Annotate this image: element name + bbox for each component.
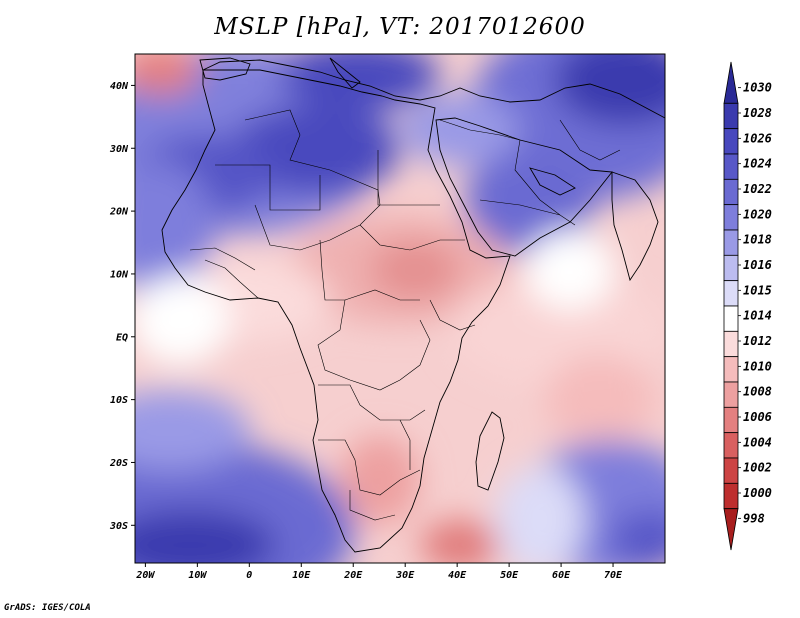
lon-tick-label: 70E [604,570,623,581]
colorbar-bottom-triangle [723,508,739,551]
lat-tick-label: 20N [109,207,129,218]
map-frame [134,53,666,564]
italy [329,57,361,89]
lat-tick-label: 10S [110,395,128,406]
colorbar-segment [723,153,739,180]
colorbar-label: 1024 [743,157,772,171]
colorbar-top-triangle [723,61,739,104]
lat-tick-label: 20S [109,458,128,469]
india-coastline [611,171,659,282]
colorbar-segment [723,356,739,383]
country-borders [189,109,621,521]
colorbar-label: 1010 [743,359,772,373]
colorbar-segment [723,128,739,155]
colorbar: 1030 1028 1026 1024 1022 1020 1018 1016 1015 1014… [723,61,772,551]
latitude-axis: 40N 30N 20N 10N EQ 10S 20S 30S [109,81,135,532]
lon-tick-label: 30E [395,570,415,581]
colorbar-label: 1015 [743,283,772,297]
colorbar-segment [723,229,739,256]
colorbar-segment [723,381,739,408]
lon-tick-label: 10W [188,570,207,581]
africa-coastline [161,69,511,553]
colorbar-label: 1030 [743,81,772,95]
colorbar-label: 1006 [743,410,772,424]
grads-credit: GrADS: IGES/COLA [4,603,91,613]
colorbar-segment [723,102,739,130]
colorbar-label: 1014 [743,309,772,323]
colorbar-segment [723,406,739,434]
pressure-field [135,54,665,563]
lon-tick-label: 50E [500,570,519,581]
lat-tick-label: EQ [116,332,128,343]
iberia [199,57,251,81]
colorbar-label: 1012 [743,334,772,348]
colorbar-label: 998 [743,511,765,525]
colorbar-segment [723,178,739,206]
lat-tick-label: 10N [110,269,129,280]
lon-tick-label: 60E [552,570,571,581]
lon-tick-label: 0 [246,570,252,581]
colorbar-label: 1026 [743,131,772,145]
lon-tick-label: 40E [448,570,467,581]
lat-tick-label: 30S [109,521,128,532]
colorbar-segment [723,432,739,459]
colorbar-segment [723,457,739,484]
lat-tick-label: 40N [110,81,129,92]
colorbar-label: 1020 [743,207,772,221]
colorbar-label: 1028 [743,106,772,120]
colorbar-label: 1000 [743,486,772,500]
lat-tick-label: 30N [109,144,129,155]
colorbar-label: 1016 [743,258,772,272]
colorbar-segment [723,305,739,332]
lon-tick-label: 20W [135,570,155,581]
colorbar-segment [723,280,739,307]
colorbar-label: 1022 [743,182,772,196]
madagascar [475,411,505,491]
colorbar-label: 1018 [743,233,772,247]
colorbar-label: 1008 [743,385,772,399]
persian-gulf [529,167,576,196]
colorbar-segment [723,254,739,282]
lon-tick-label: 20E [343,570,363,581]
longitude-axis: 20W 10W 0 10E 20E 30E 40E 50E 60E 70E [135,563,623,581]
coastlines [161,57,665,553]
chart-title: MSLP [hPa], VT: 2017012600 [214,14,586,40]
lon-tick-label: 10E [292,570,311,581]
colorbar-label: 1002 [743,461,772,475]
colorbar-label: 1004 [743,435,772,449]
europe-coastline [202,59,665,119]
colorbar-segment [723,204,739,231]
colorbar-segment [723,330,739,358]
colorbar-segment [723,482,739,510]
